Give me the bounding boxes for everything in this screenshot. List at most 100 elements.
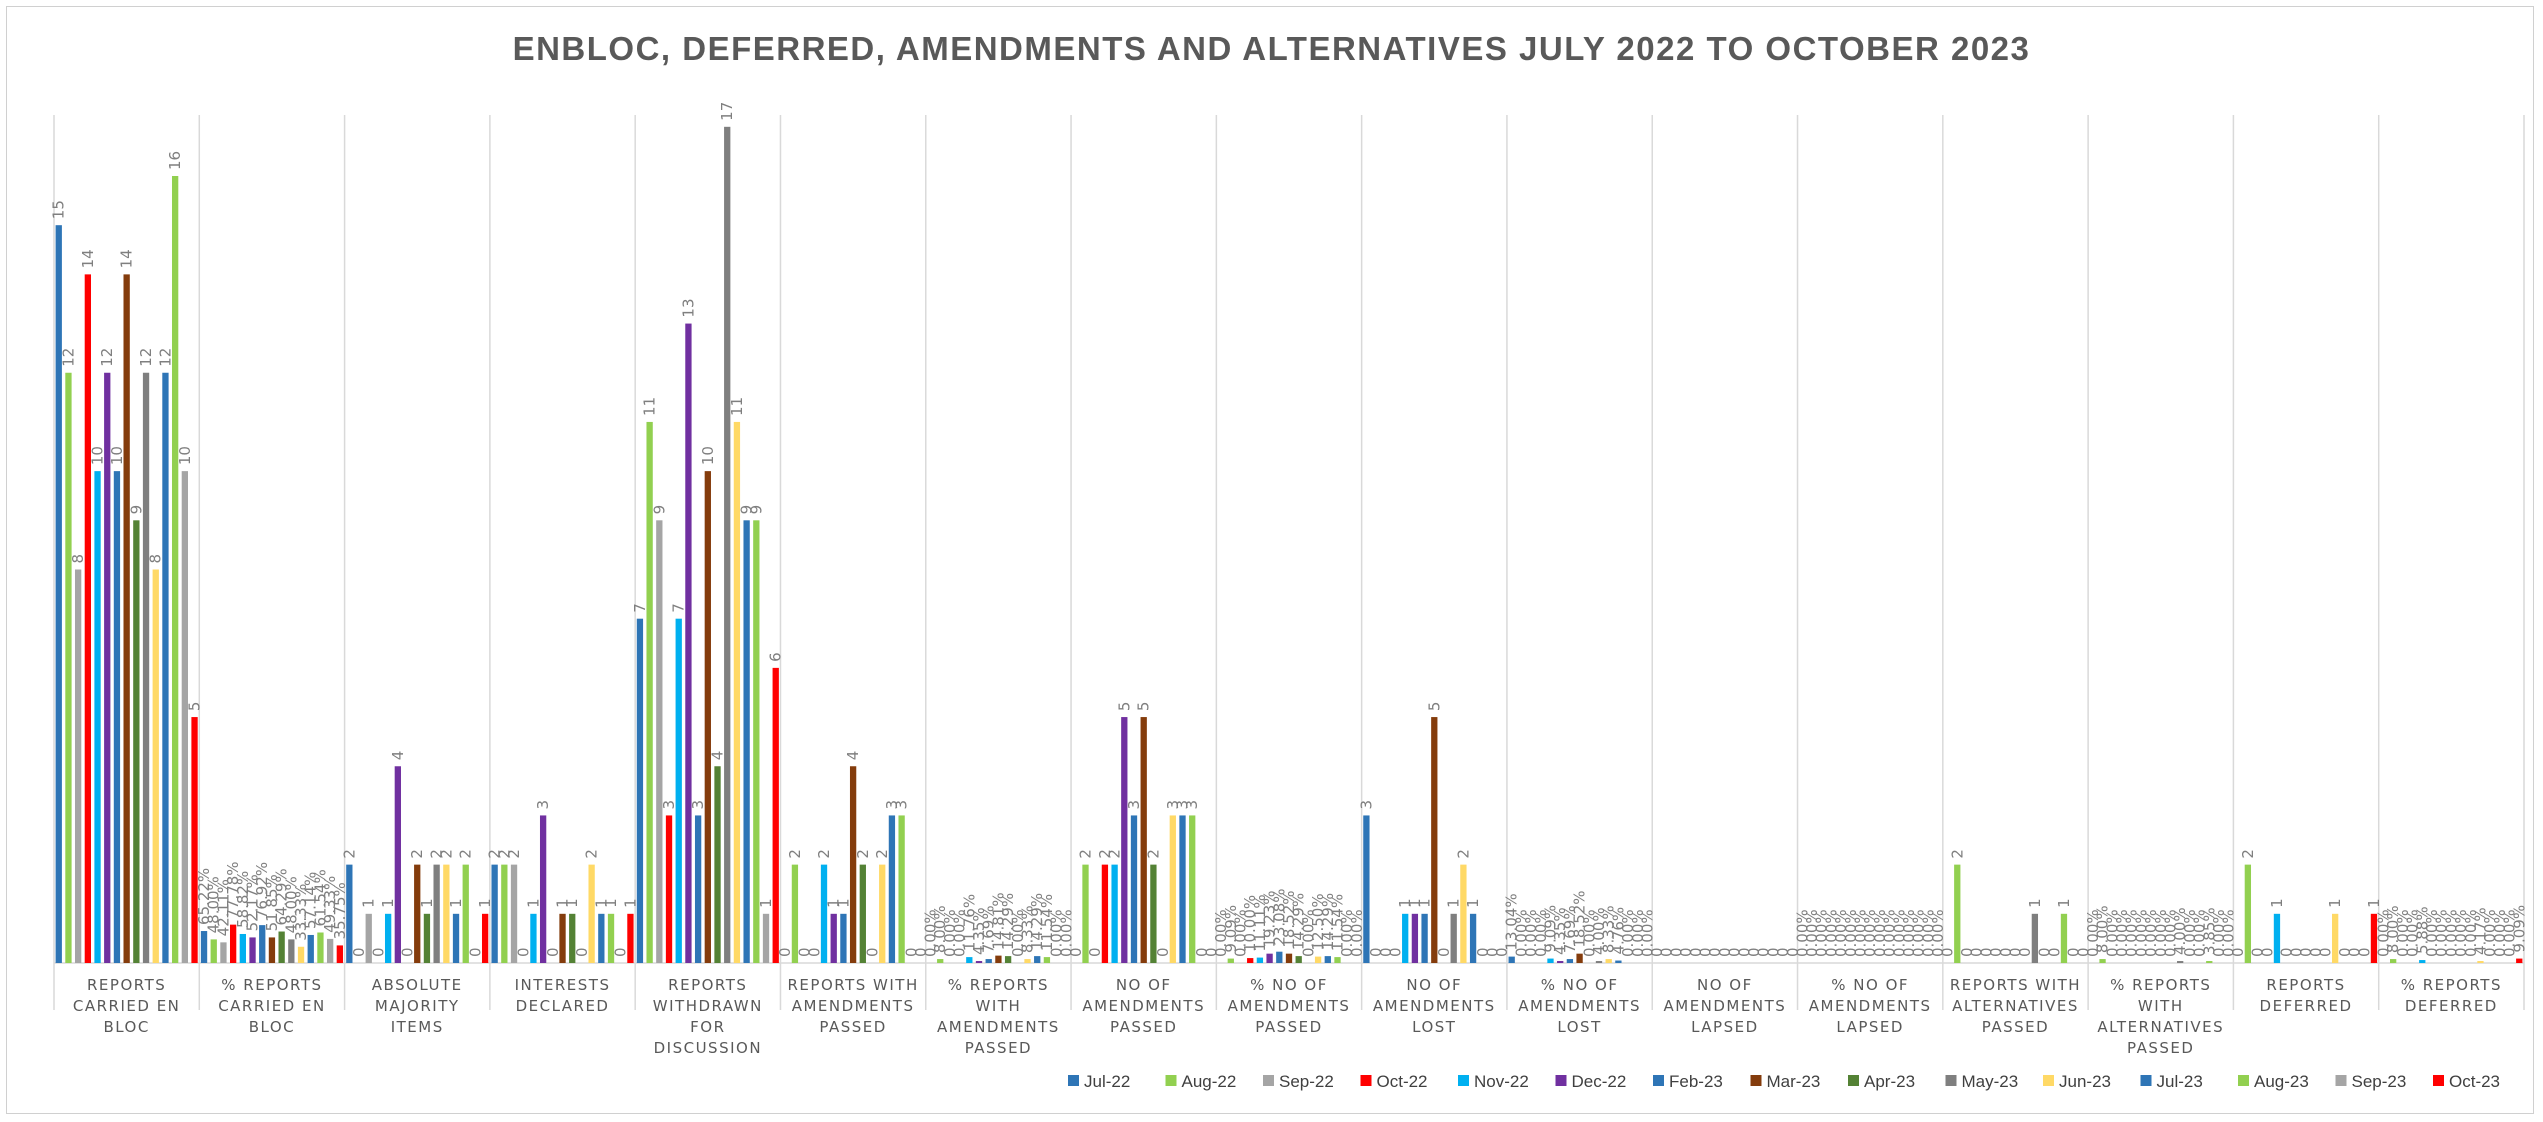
data-label: 12 [137,348,155,367]
data-label: 49.33% [321,876,339,933]
data-label: 8 [147,554,165,564]
data-label: 3 [660,800,678,810]
bar [627,913,634,963]
data-label: 1 [2268,898,2286,908]
bar [142,372,150,963]
data-label: 8 [69,554,87,564]
data-label: 4 [709,751,727,761]
data-label: 3 [534,800,552,810]
data-label: 0 [2307,947,2325,957]
legend-label: Jul-23 [2157,1072,2203,1091]
bar [1140,717,1147,963]
data-label: 0 [1735,947,1753,957]
data-label: 0 [2006,947,2024,957]
data-label: 0.00% [1910,909,1928,957]
data-label: 0 [1474,947,1492,957]
data-label: 0 [2316,947,2334,957]
data-label: 19.23% [1261,890,1279,947]
category-label: REPORTS [87,976,166,994]
data-label: 0 [1968,947,1986,957]
data-label: 33.33% [292,884,310,941]
bar [384,913,392,963]
category-label: AMENDMENTS [1663,997,1786,1015]
data-label: 10.00% [1241,895,1259,952]
data-label: 48.00% [282,876,300,933]
data-label: 77.78% [224,861,242,918]
data-label: 0 [369,947,387,957]
data-label: 8.00% [2384,905,2402,953]
bar [249,937,256,963]
bar [1043,957,1051,963]
bar [452,913,460,963]
data-label: 3 [1357,800,1375,810]
data-label: 1 [2026,898,2044,908]
data-label: 0 [1386,947,1404,957]
bar [1276,951,1283,963]
bar [675,618,682,963]
bar [530,913,537,963]
data-label: 0.00% [2433,909,2451,957]
data-label: 7 [631,603,649,613]
data-label: 0.00% [922,909,940,957]
data-label: 0 [1086,947,1104,957]
bar [762,913,770,963]
data-label: 0.00% [1900,909,1918,957]
data-label: 2 [1454,849,1472,859]
data-label: 10 [176,446,194,465]
data-label: 0 [776,947,794,957]
data-label: 48.00% [205,876,223,933]
data-label: 0.00% [2132,909,2150,957]
bar [1411,913,1419,963]
data-label: 16 [166,151,184,170]
category-label: % REPORTS [948,976,1049,994]
bar [753,520,760,963]
data-label: 0 [1977,947,1995,957]
data-label: 0.00% [1522,909,1540,957]
bar [317,932,324,963]
data-label: 1 [563,898,581,908]
bar [288,939,295,963]
data-label: 1 [554,898,572,908]
data-label: 2 [437,849,455,859]
data-label: 0 [1648,947,1666,957]
bar [74,569,82,963]
data-label: 0 [2346,947,2364,957]
category-label: LAPSED [1691,1018,1759,1036]
data-label: 0 [1154,947,1172,957]
data-label: 0 [1784,947,1802,957]
data-label: 0 [1726,947,1744,957]
bar [297,946,305,963]
bar [1169,815,1176,963]
bar [1111,864,1118,963]
category-label: % NO OF [1831,976,1909,994]
bar [646,421,653,963]
bar [656,520,663,963]
data-label: 0 [912,947,930,957]
data-label: 5 [1425,702,1443,712]
data-label: 0 [1067,947,1085,957]
data-label: 18.52% [1571,890,1589,947]
data-label: 2 [873,849,891,859]
data-label: 0.00% [1881,909,1899,957]
bar [588,864,595,963]
data-label: 3.85% [2200,907,2218,955]
data-label: 0 [2045,947,2063,957]
category-label: MAJORITY [375,997,460,1015]
data-label: 1 [1396,898,1414,908]
data-label: 2 [1106,849,1124,859]
category-label: AMENDMENTS [1228,997,1351,1015]
category-label: ABSOLUTE [372,976,463,994]
bar [1547,958,1554,963]
data-label: 0 [2278,947,2296,957]
bar [162,372,169,963]
bar [481,913,489,963]
data-label: 0.00% [1048,909,1066,957]
bar [898,815,905,963]
data-label: 11.76% [960,894,978,951]
bar [539,815,547,963]
category-label: AMENDMENTS [1518,997,1641,1015]
data-label: 0.00% [2452,909,2470,957]
data-label: 35.75% [331,882,349,939]
data-label: 0 [1987,947,2005,957]
data-label: 2 [495,849,513,859]
